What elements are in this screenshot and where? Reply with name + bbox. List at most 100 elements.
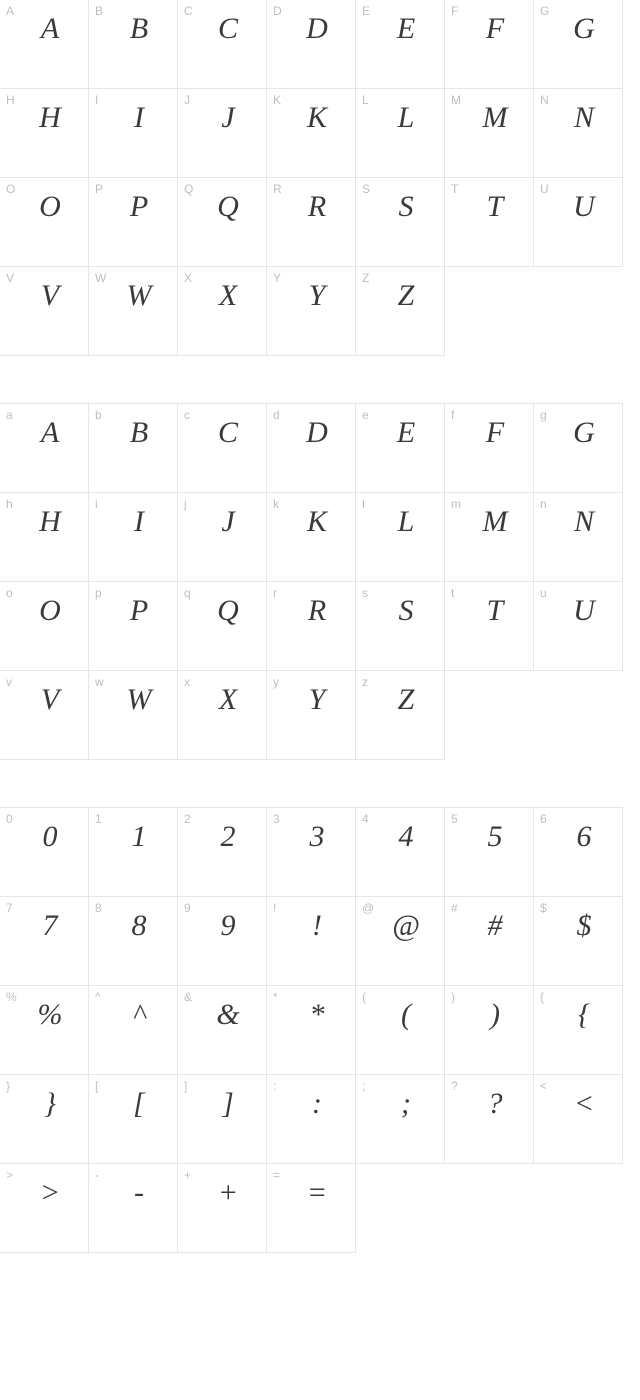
glyph-cell: 11 [88,807,178,897]
glyph-label: Q [184,182,193,196]
glyph-label: R [273,182,282,196]
glyph-character: ; [401,1087,411,1121]
glyph-character: A [41,416,59,450]
glyph-label: H [6,93,15,107]
glyph-character: > [40,1176,60,1210]
glyph-label: 6 [540,812,547,826]
glyph-label: < [540,1079,547,1093]
glyph-label: [ [95,1079,98,1093]
glyph-character: ( [401,998,411,1032]
glyph-character: T [487,190,504,224]
glyph-label: @ [362,901,374,915]
glyph-cell: bB [88,403,178,493]
glyph-character: [ [133,1087,145,1121]
glyph-label: T [451,182,458,196]
glyph-cell: EE [355,0,445,89]
glyph-character: L [398,505,415,539]
glyph-cell: RR [266,177,356,267]
glyph-cell: TT [444,177,534,267]
glyph-cell: fF [444,403,534,493]
glyph-cell: FF [444,0,534,89]
glyph-cell: (( [355,985,445,1075]
section-uppercase-letters: AABBCCDDEEFFGGHHIIJJKKLLMMNNOOPPQQRRSSTT… [0,0,630,356]
glyph-cell: 44 [355,807,445,897]
glyph-label: 4 [362,812,369,826]
glyph-label: - [95,1168,99,1182]
glyph-label: r [273,586,277,600]
glyph-label: X [184,271,192,285]
glyph-label: ] [184,1079,187,1093]
glyph-label: ? [451,1079,458,1093]
glyph-label: 8 [95,901,102,915]
glyph-character: % [38,998,63,1032]
glyph-label: N [540,93,549,107]
glyph-cell: << [533,1074,623,1164]
glyph-cell: 33 [266,807,356,897]
glyph-label: W [95,271,106,285]
glyph-cell: OO [0,177,89,267]
glyph-label: x [184,675,190,689]
glyph-cell: :: [266,1074,356,1164]
glyph-label: Z [362,271,369,285]
glyph-cell: lL [355,492,445,582]
glyph-cell: nN [533,492,623,582]
glyph-map: AABBCCDDEEFFGGHHIIJJKKLLMMNNOOPPQQRRSSTT… [0,0,630,1253]
glyph-character: 9 [221,909,236,943]
glyph-character: D [306,416,328,450]
glyph-character: + [218,1176,238,1210]
glyph-label: 2 [184,812,191,826]
glyph-character: J [221,101,234,135]
glyph-cell: ^^ [88,985,178,1075]
glyph-label: K [273,93,281,107]
glyph-character: ] [222,1087,234,1121]
glyph-character: K [307,505,327,539]
glyph-cell: HH [0,88,89,178]
glyph-character: M [483,505,508,539]
glyph-character: U [573,594,595,628]
glyph-character: O [39,594,61,628]
glyph-label: l [362,497,365,511]
glyph-cell: YY [266,266,356,356]
glyph-character: W [127,279,152,313]
glyph-character: V [41,279,59,313]
glyph-label: 0 [6,812,13,826]
glyph-cell: mM [444,492,534,582]
glyph-character: G [573,416,595,450]
glyph-cell: @@ [355,896,445,986]
glyph-cell: oO [0,581,89,671]
glyph-cell: tT [444,581,534,671]
glyph-cell: dD [266,403,356,493]
glyph-character: # [488,909,503,943]
glyph-label: w [95,675,104,689]
glyph-character: Y [309,683,326,717]
glyph-label: d [273,408,280,422]
glyph-label: 5 [451,812,458,826]
glyph-cell: 66 [533,807,623,897]
glyph-label: & [184,990,192,1004]
glyph-character: @ [392,909,420,943]
glyph-label: $ [540,901,547,915]
glyph-character: G [573,12,595,46]
glyph-character: O [39,190,61,224]
glyph-character: 4 [399,820,414,854]
glyph-label: 1 [95,812,102,826]
glyph-character: T [487,594,504,628]
glyph-cell: == [266,1163,356,1253]
glyph-cell: ?? [444,1074,534,1164]
glyph-label: b [95,408,102,422]
glyph-character: { [578,998,590,1032]
glyph-character: N [574,505,594,539]
glyph-character: V [41,683,59,717]
glyph-cell: gG [533,403,623,493]
glyph-character: Q [217,190,239,224]
glyph-cell: rR [266,581,356,671]
glyph-character: : [312,1087,322,1121]
glyph-cell: WW [88,266,178,356]
glyph-label: * [273,990,278,1004]
glyph-label: 9 [184,901,191,915]
glyph-character: < [574,1087,594,1121]
glyph-character: S [399,594,414,628]
glyph-label: S [362,182,370,196]
glyph-label: { [540,990,544,1004]
glyph-label: E [362,4,370,18]
